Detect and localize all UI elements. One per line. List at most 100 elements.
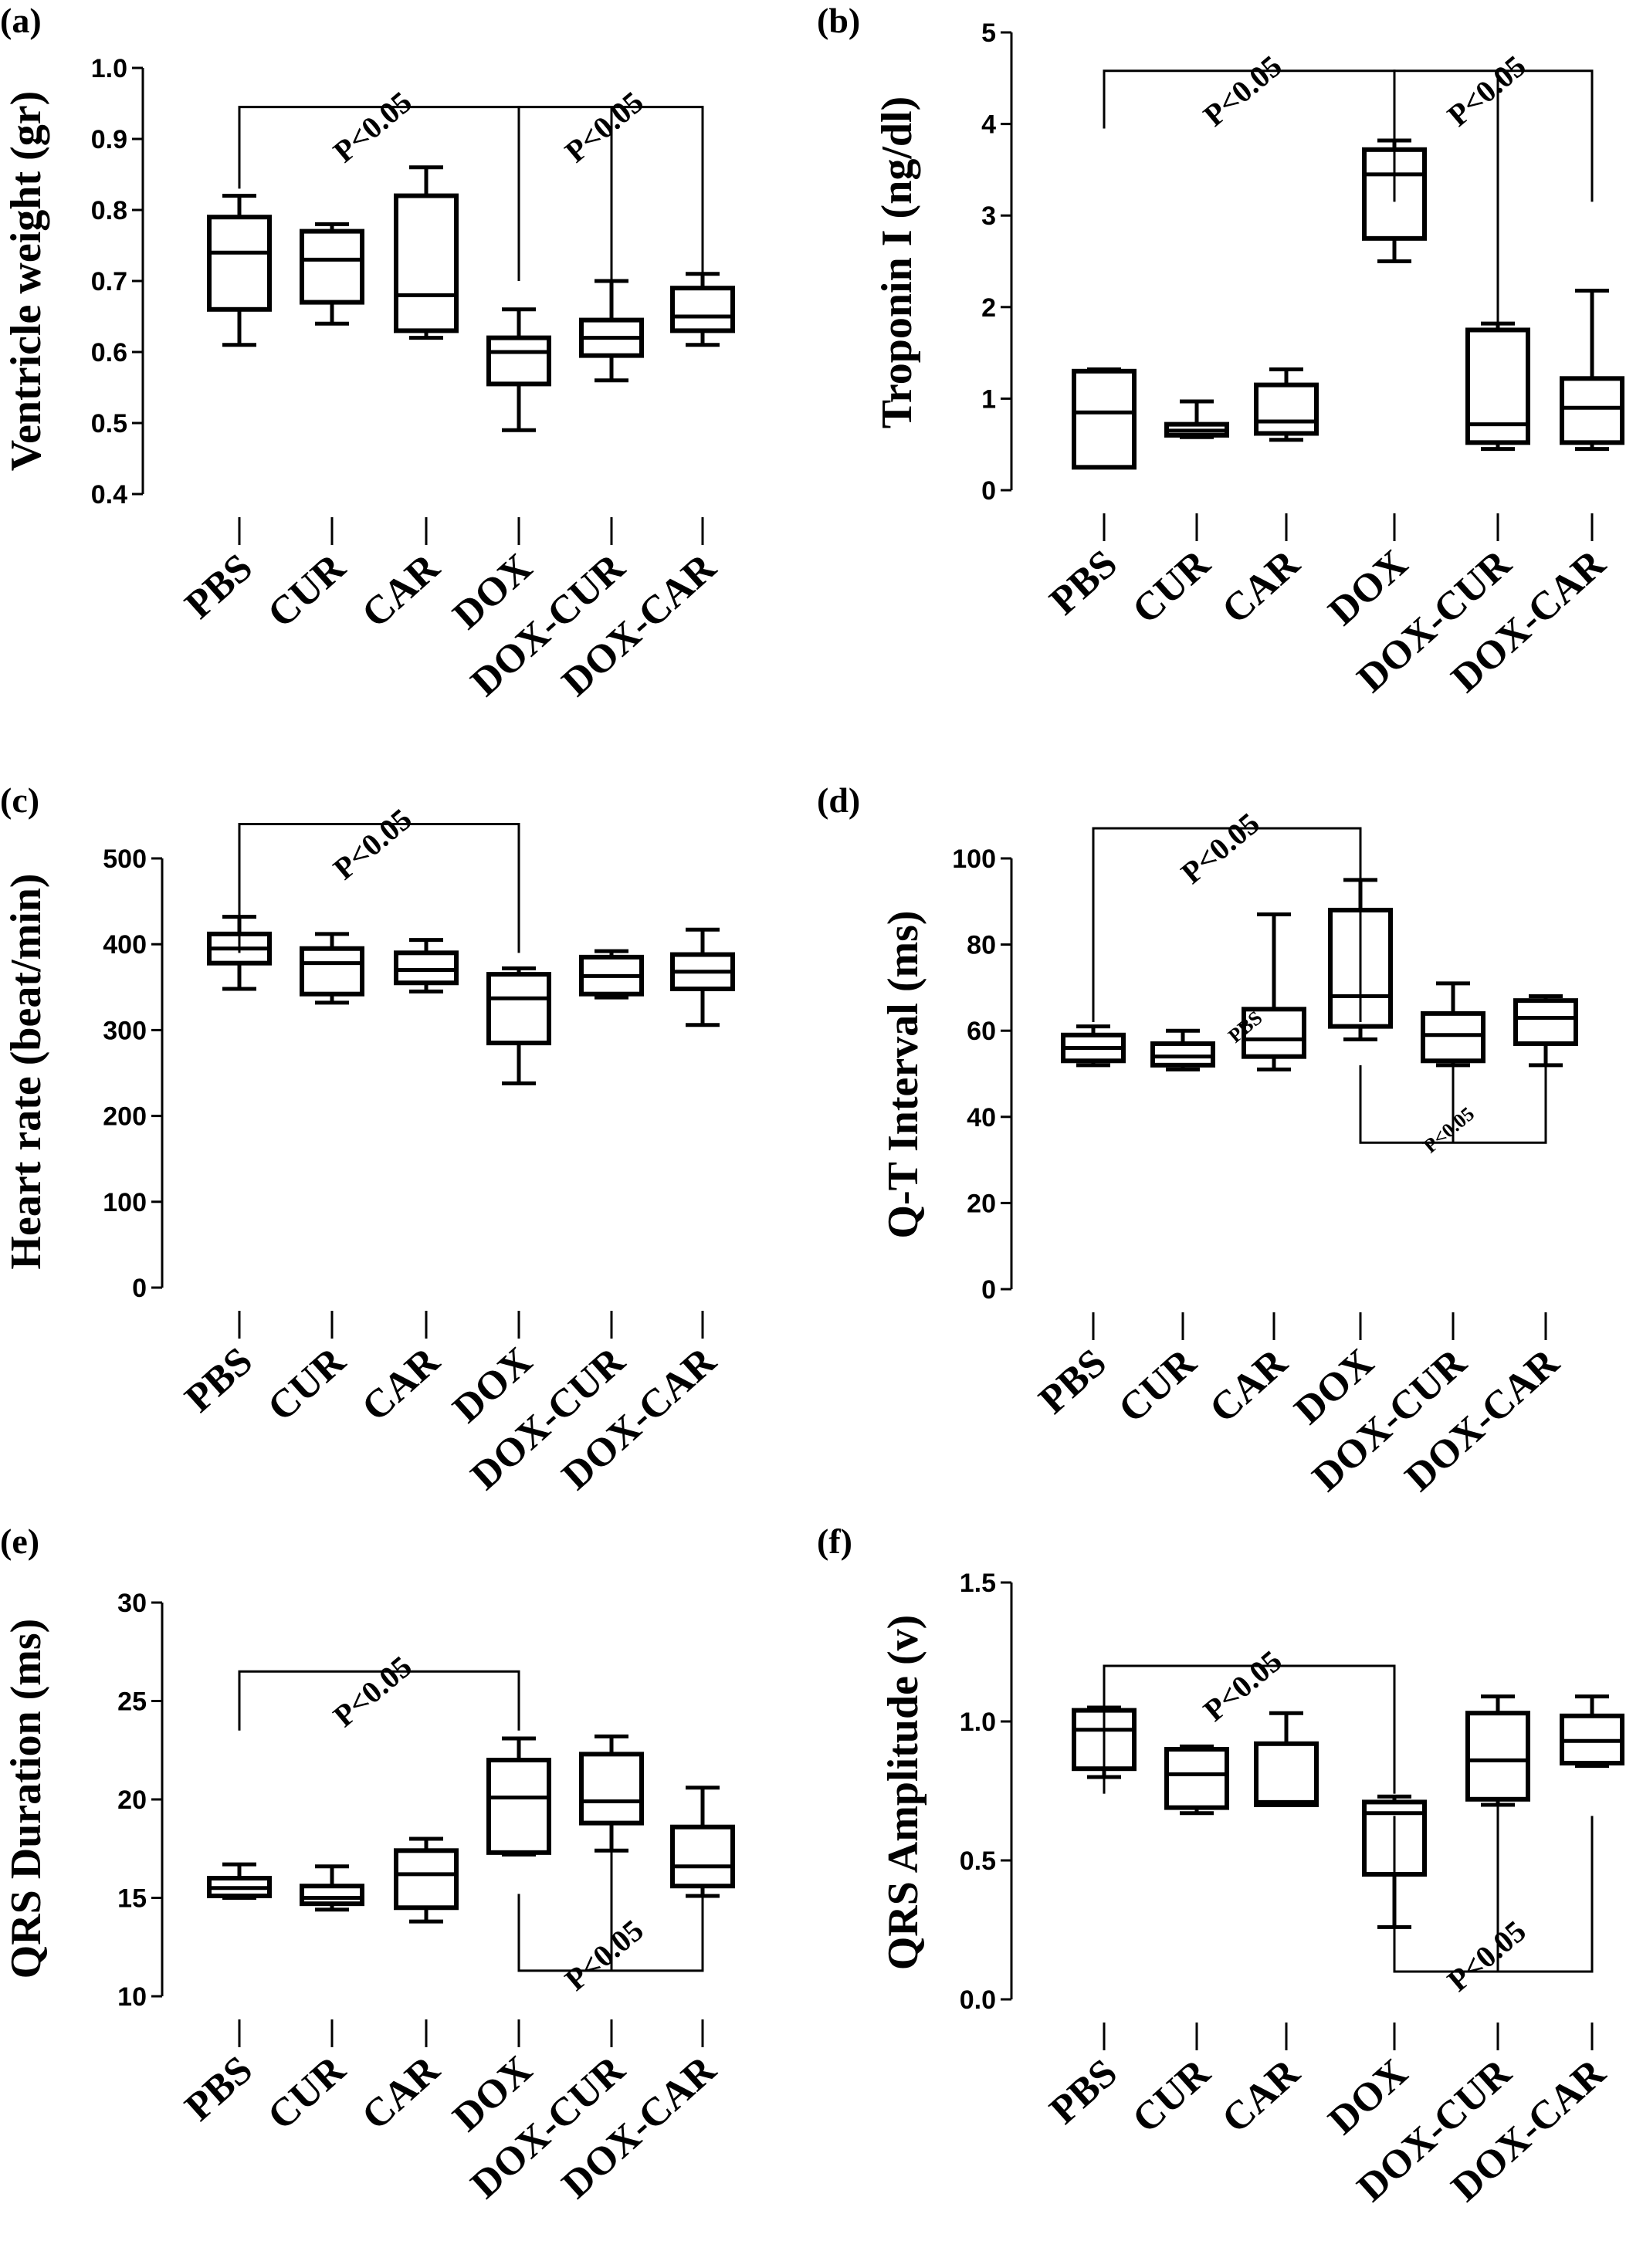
p-value-label: P<0.05 [327, 801, 418, 886]
box-car [1254, 367, 1319, 442]
box-body [486, 1758, 551, 1855]
significance-bracket: P<0.05 [238, 84, 520, 189]
y-axis-label: Q-T Interval (ms) [879, 910, 927, 1238]
box-body [486, 972, 551, 1046]
box-body [394, 950, 459, 986]
y-tick-label: 1.0 [91, 54, 127, 83]
bracket-line [1092, 827, 1362, 1023]
category-label: CUR [1124, 2050, 1219, 2142]
box-cur [300, 1864, 364, 1912]
y-tick-label: 3 [981, 201, 996, 231]
category-label: CAR [354, 545, 449, 637]
box-pbs [1061, 1024, 1126, 1068]
box-body [670, 1824, 735, 1889]
category-label: CUR [259, 1339, 354, 1430]
box-dox-cur [579, 279, 644, 383]
significance-bracket: P<0.05 [238, 1649, 520, 1734]
box-body [207, 215, 272, 312]
y-tick-label: 25 [117, 1687, 147, 1717]
box-pbs [207, 194, 272, 347]
p-value-label: P<0.05 [1441, 1914, 1533, 1999]
significance-bracket: P<0.05 [517, 84, 704, 281]
significance-bracket: P<0.05 [1359, 1065, 1547, 1157]
box-pbs [1072, 367, 1137, 470]
category-label: CUR [1110, 1340, 1205, 1432]
p-value-label: P<0.05 [558, 1913, 650, 1998]
y-tick-label: 1 [981, 384, 996, 414]
box-dox-car [670, 272, 735, 347]
y-axis-label: Troponin I (ng/dl) [873, 96, 921, 429]
box-dox-car [670, 1786, 735, 1898]
category-label: CUR [259, 2047, 354, 2139]
y-tick-label: 1.5 [960, 1569, 996, 1598]
box-dox-car [1560, 288, 1624, 452]
y-tick-label: 20 [117, 1786, 147, 1815]
p-value-label: P<0.05 [1197, 49, 1289, 134]
bracket-line [1393, 1816, 1594, 1973]
box-dox-cur [579, 949, 644, 1000]
y-tick-label: 0 [981, 476, 996, 506]
y-tick-label: 10 [117, 1982, 147, 2012]
box-dox-cur [1421, 981, 1485, 1068]
y-tick-label: 15 [117, 1884, 147, 1914]
category-label: PBS [1042, 542, 1126, 624]
y-tick-label: 400 [103, 930, 147, 960]
y-tick-label: 0.8 [91, 196, 127, 225]
y-tick-label: 5 [981, 19, 996, 48]
y-tick-label: 0 [132, 1274, 147, 1303]
box-body [1254, 1741, 1319, 1808]
box-body [1560, 376, 1624, 445]
category-label: PBS [1042, 2051, 1126, 2133]
box-car [394, 165, 459, 340]
box-body [300, 946, 364, 997]
y-axis-label: QRS Amplitude (v) [879, 1615, 927, 1971]
y-tick-label: 1.0 [960, 1708, 996, 1737]
p-value-label: P<0.05 [1441, 49, 1533, 134]
box-body [394, 1848, 459, 1911]
box-body [300, 1884, 364, 1907]
y-tick-label: 30 [117, 1589, 147, 1618]
y-tick-label: 0 [981, 1275, 996, 1305]
panel-c: (c) 0 100 200 300 400 500 Heart rate (beat/min)… [0, 780, 735, 1498]
box-car [394, 938, 459, 994]
box-cur [1164, 399, 1229, 439]
y-tick-label: 200 [103, 1102, 147, 1132]
p-value-label: P<0.05 [1174, 806, 1266, 891]
panel-label: (b) [817, 1, 860, 40]
box-body [1254, 382, 1319, 436]
y-tick-label: 80 [967, 931, 996, 960]
y-tick-label: 0.7 [91, 267, 127, 296]
category-label: PBS [1031, 1341, 1115, 1423]
box-car [1254, 1711, 1319, 1808]
box-car [1242, 912, 1306, 1071]
box-dox-cur [579, 1734, 644, 1853]
box-body [394, 193, 459, 333]
box-dox-cur [1465, 1694, 1530, 1807]
box-cur [300, 222, 364, 326]
significance-bracket: P<0.05 [1103, 49, 1396, 134]
box-body [670, 286, 735, 333]
category-label: CAR [1214, 541, 1309, 633]
panel-label: (e) [0, 1522, 39, 1561]
box-dox-car [1560, 1694, 1624, 1769]
y-tick-label: 0.6 [91, 338, 127, 367]
significance-bracket: P<0.05 [1092, 806, 1362, 1023]
p-value-label: P<0.05 [1197, 1643, 1289, 1728]
panel-label: (d) [817, 780, 860, 820]
box-body [579, 1752, 644, 1826]
box-dox [486, 307, 551, 432]
box-dox-cur [1465, 321, 1530, 452]
panel-f: (f) 0.0 0.5 1.0 1.5 QRS Amplitude (v) PBSCURCA… [817, 1522, 1624, 2210]
y-tick-label: 100 [952, 845, 996, 874]
box-cur [1150, 1028, 1215, 1071]
significance-bracket: P<0.05 [238, 801, 520, 953]
category-label: CAR [1214, 2050, 1309, 2142]
box-body [1164, 1747, 1229, 1810]
category-label: PBS [177, 546, 261, 628]
category-label: CUR [259, 545, 354, 637]
y-tick-label: 40 [967, 1103, 996, 1132]
box-body [1421, 1010, 1485, 1064]
